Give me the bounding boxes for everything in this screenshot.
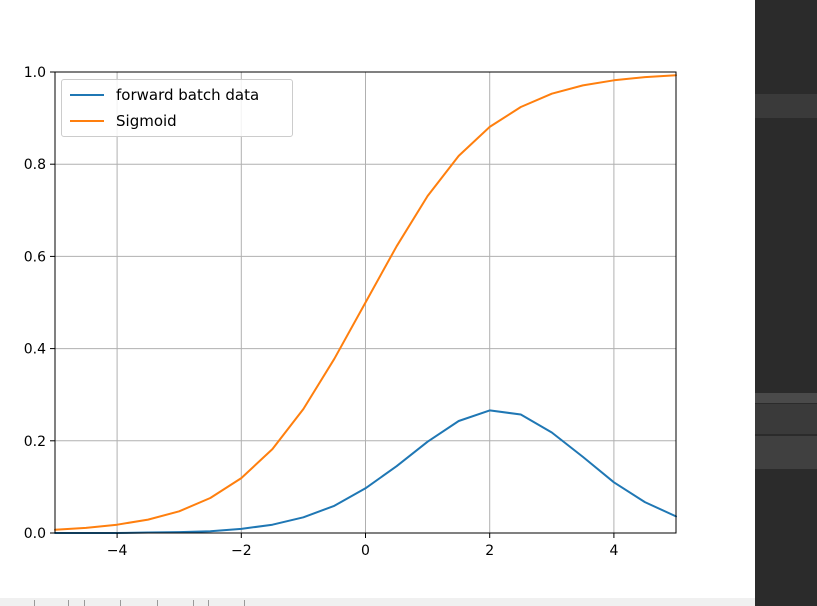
toolbar-separator xyxy=(120,600,121,606)
figure-canvas: −4 −2 0 2 4 0.0 0.2 0.4 0.6 0.8 1.0 forward batch … xyxy=(0,65,755,606)
legend-label-sigmoid: Sigmoid xyxy=(116,112,177,130)
y-tick-label: 0.4 xyxy=(24,342,46,358)
x-tick-label: −2 xyxy=(231,543,252,559)
toolbar-separator xyxy=(34,600,35,606)
y-tick-label: 0.8 xyxy=(24,157,46,173)
legend-entry-sigmoid: Sigmoid xyxy=(62,109,177,133)
legend-entry-forward-batch-data: forward batch data xyxy=(62,83,259,107)
side-panel-band xyxy=(755,404,817,434)
figure-toolbar[interactable] xyxy=(0,598,755,606)
y-tick-label: 0.0 xyxy=(24,526,46,542)
toolbar-separator xyxy=(84,600,85,606)
x-tick-label: 4 xyxy=(609,543,618,559)
side-panel xyxy=(755,0,817,606)
series-layer xyxy=(54,74,677,534)
legend-swatch-sigmoid xyxy=(70,120,104,122)
toolbar-separator xyxy=(193,600,194,606)
legend: forward batch data Sigmoid xyxy=(61,79,293,137)
y-tick-label: 1.0 xyxy=(24,65,46,81)
y-tick-label: 0.6 xyxy=(24,249,46,265)
toolbar-separator xyxy=(157,600,158,606)
plot-area: −4 −2 0 2 4 0.0 0.2 0.4 0.6 0.8 1.0 xyxy=(24,65,677,559)
x-tick-label: 0 xyxy=(361,543,370,559)
series-line-sigmoid xyxy=(54,74,677,531)
toolbar-separator xyxy=(208,600,209,606)
tick-layer: −4 −2 0 2 4 0.0 0.2 0.4 0.6 0.8 1.0 xyxy=(24,65,619,559)
side-panel-band xyxy=(755,393,817,403)
legend-swatch-forward-batch-data xyxy=(70,94,104,96)
toolbar-separator xyxy=(244,600,245,606)
toolbar-separator xyxy=(68,600,69,606)
series-line-forward-batch-data xyxy=(54,409,677,534)
side-panel-band xyxy=(755,94,817,118)
x-tick-label: 2 xyxy=(485,543,494,559)
legend-label-forward-batch-data: forward batch data xyxy=(116,86,260,104)
x-tick-label: −4 xyxy=(107,543,128,559)
y-tick-label: 0.2 xyxy=(24,434,46,450)
side-panel-band xyxy=(755,436,817,469)
